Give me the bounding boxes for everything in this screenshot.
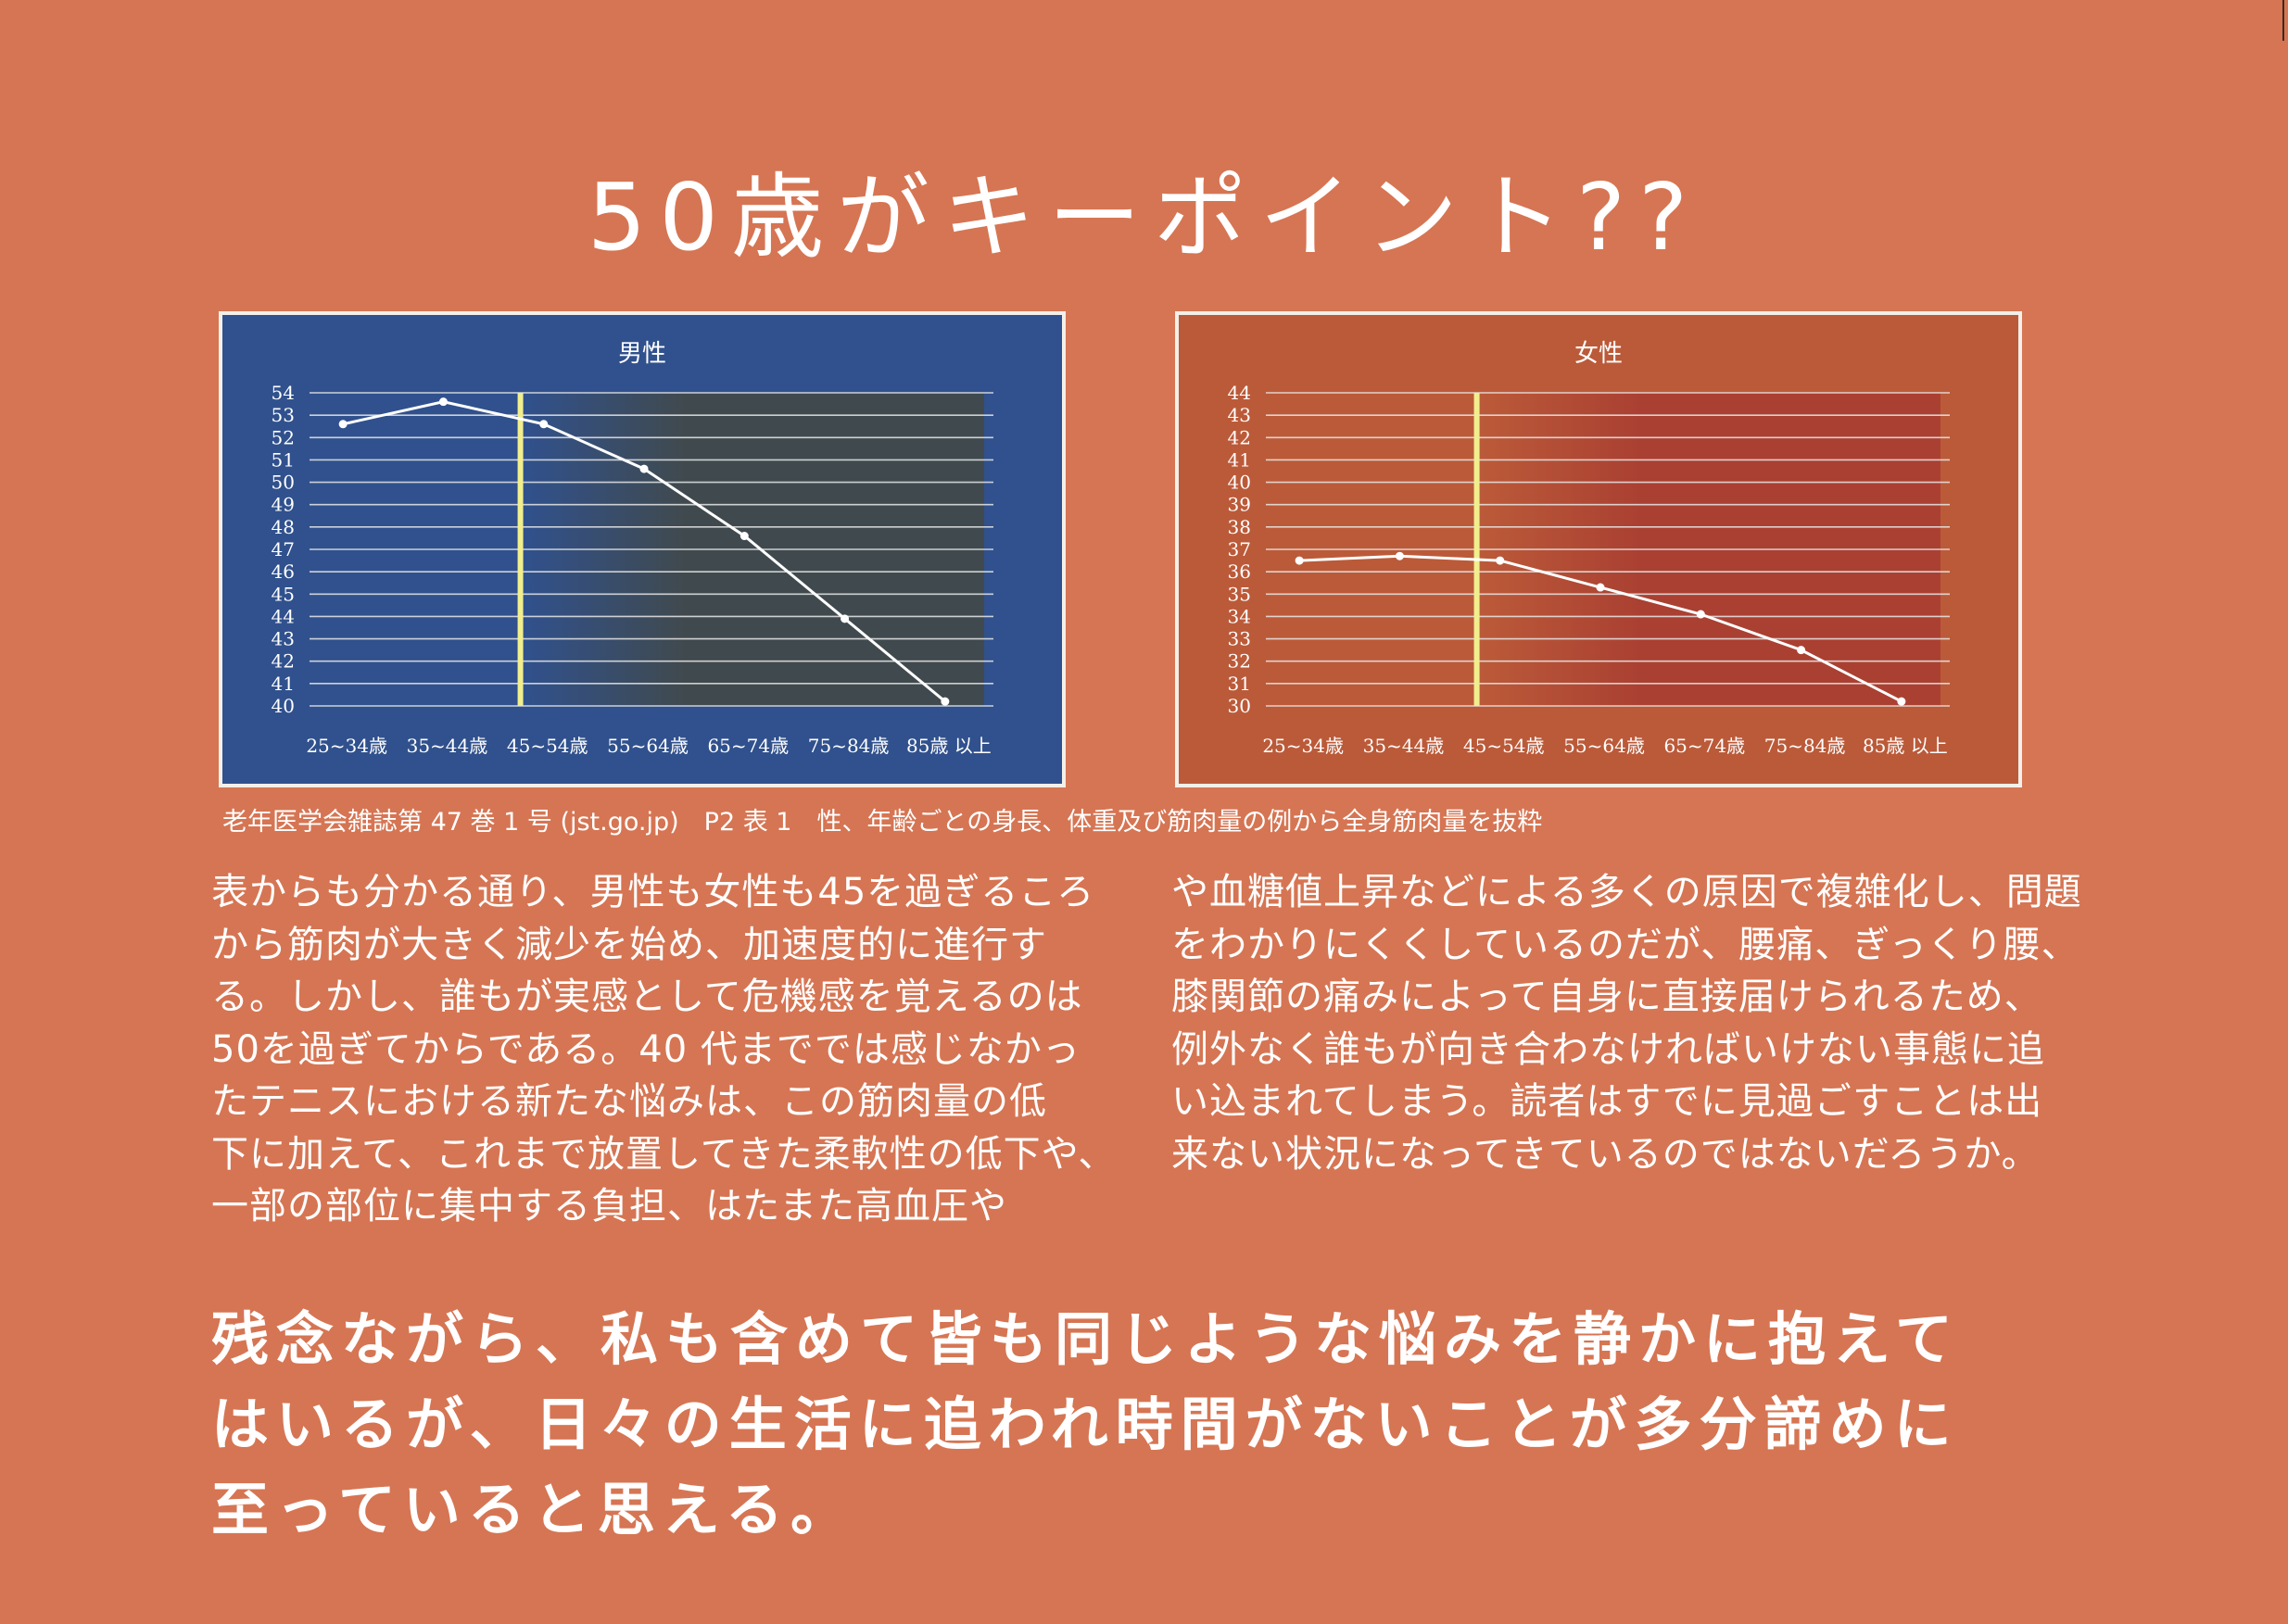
y-tick-label: 38 — [1228, 516, 1251, 538]
crop-mark — [2282, 0, 2288, 41]
y-tick-label: 34 — [1228, 605, 1251, 627]
data-point — [1295, 556, 1304, 565]
x-tick-label: 25~34歳 — [306, 735, 387, 757]
body-line: や血糖値上昇などによる多くの原因で複雑化し、問題 — [1171, 871, 2082, 913]
y-tick-label: 30 — [1228, 695, 1251, 717]
body-line: い込まれてしまう。読者はすでに見過ごすことは出 — [1171, 1080, 2043, 1123]
x-tick-label: 35~44歳 — [407, 735, 488, 757]
y-tick-label: 43 — [1228, 404, 1251, 426]
male-muscle-chart: 男性 40 41 42 43 44 45 46 47 48 49 50 51 52 53 54 25~34歳 35… — [219, 311, 1066, 787]
body-text-left: 表からも分かる通り、男性も女性も45を過ぎるころ から筋肉が大きく減少を始め、加… — [211, 866, 1117, 1233]
y-tick-label: 50 — [272, 472, 295, 494]
y-tick-label: 33 — [1228, 628, 1251, 650]
data-point — [1897, 697, 1906, 706]
y-tick-label: 51 — [272, 448, 295, 471]
data-point — [1696, 610, 1705, 619]
body-line: る。しかし、誰もが実感として危機感を覚えるのは — [211, 976, 1083, 1018]
y-tick-label: 44 — [1228, 382, 1251, 404]
body-line: 来ない状況になってきているのではないだろうか。 — [1171, 1132, 2040, 1176]
y-tick-label: 37 — [1228, 538, 1251, 560]
body-line: 下に加えて、これまで放置してきた柔軟性の低下や、 — [211, 1132, 1117, 1176]
data-point — [438, 397, 448, 407]
y-tick-label: 41 — [272, 673, 295, 695]
x-tick-label: 65~74歳 — [707, 735, 789, 757]
x-tick-label: 55~64歳 — [1563, 735, 1645, 757]
x-tick-label: 85歳 以上 — [1863, 735, 1948, 757]
x-tick-label: 75~84歳 — [1764, 735, 1846, 757]
y-tick-label: 49 — [272, 494, 295, 516]
body-line: 例外なく誰もが向き合わなければいけない事態に追 — [1171, 1027, 2045, 1071]
y-tick-label: 46 — [272, 560, 295, 583]
y-tick-label: 48 — [272, 516, 295, 538]
page-title: 50歳がキーポイント?? — [587, 163, 1701, 271]
data-point — [941, 697, 950, 706]
y-tick-label: 35 — [1228, 583, 1251, 605]
y-tick-label: 32 — [1228, 650, 1251, 673]
data-point — [1496, 556, 1505, 565]
y-tick-label: 42 — [272, 650, 295, 673]
body-line: をわかりにくくしているのだが、腰痛、ぎっくり腰、 — [1171, 923, 2079, 966]
body-line: たテニスにおける新たな悩みは、この筋肉量の低 — [211, 1080, 1047, 1123]
y-tick-label: 42 — [1228, 426, 1251, 448]
data-point — [1395, 551, 1404, 560]
body-line: 一部の部位に集中する負担、はたまた高血圧や — [211, 1185, 1007, 1227]
y-tick-label: 40 — [272, 695, 295, 717]
female-muscle-chart: 女性 30 31 32 33 34 35 36 37 38 39 40 41 42 43 44 25~34歳 35… — [1175, 311, 2022, 787]
x-tick-label: 75~84歳 — [808, 735, 890, 757]
data-point — [1797, 646, 1806, 655]
data-point — [841, 614, 850, 623]
body-line: 50を過ぎてからである。40 代まででは感じなかっ — [211, 1027, 1081, 1071]
y-tick-label: 40 — [1228, 472, 1251, 494]
closing-statement: 残念ながら、私も含めて皆も同じような悩みを静かに抱えて はいるが、日々の生活に追… — [211, 1297, 2083, 1553]
x-tick-label: 55~64歳 — [607, 735, 689, 757]
x-tick-label: 45~54歳 — [507, 735, 588, 757]
age-marker-line — [1473, 393, 1480, 706]
body-line: 膝関節の痛みによって自身に直接届けられるため、 — [1171, 976, 2042, 1018]
closing-line: はいるが、日々の生活に追われ時間がないことが多分諦めに — [211, 1391, 1959, 1458]
y-tick-label: 36 — [1228, 560, 1251, 583]
age-marker-line — [517, 393, 524, 706]
y-tick-label: 31 — [1228, 673, 1251, 695]
data-point — [1596, 583, 1605, 592]
data-point — [338, 420, 348, 429]
x-tick-label: 25~34歳 — [1262, 735, 1344, 757]
y-tick-label: 54 — [272, 382, 295, 404]
x-tick-label: 65~74歳 — [1663, 735, 1745, 757]
y-tick-label: 39 — [1228, 494, 1251, 516]
body-line: 表からも分かる通り、男性も女性も45を過ぎるころ — [211, 871, 1095, 913]
y-tick-label: 41 — [1228, 448, 1251, 471]
y-tick-label: 53 — [272, 404, 295, 426]
source-caption: 老年医学会雑誌第 47 巻 1 号 (jst.go.jp) P2 表 1 性、年… — [222, 808, 1543, 837]
x-tick-label: 45~54歳 — [1463, 735, 1545, 757]
data-point — [739, 532, 749, 541]
closing-line: 残念ながら、私も含めて皆も同じような悩みを静かに抱えて — [211, 1305, 1960, 1373]
x-tick-label: 35~44歳 — [1363, 735, 1445, 757]
y-tick-label: 45 — [272, 583, 295, 605]
data-point — [639, 464, 649, 473]
chart-title: 男性 — [618, 340, 666, 368]
chart-title: 女性 — [1574, 340, 1623, 368]
data-point — [539, 420, 549, 429]
y-tick-label: 43 — [272, 628, 295, 650]
y-tick-label: 52 — [272, 426, 295, 448]
y-tick-label: 47 — [272, 538, 295, 560]
x-tick-label: 85歳 以上 — [906, 735, 992, 757]
body-line: から筋肉が大きく減少を始め、加速度的に進行す — [211, 923, 1047, 966]
closing-line: 至っていると思える。 — [211, 1476, 856, 1543]
body-text-right: や血糖値上昇などによる多くの原因で複雑化し、問題 をわかりにくくしているのだが、… — [1171, 866, 2082, 1180]
y-tick-label: 44 — [272, 605, 295, 627]
